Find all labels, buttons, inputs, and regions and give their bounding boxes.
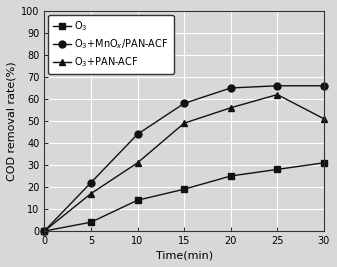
O$_3$+PAN-ACF [182,121,186,125]
O$_3$+PAN-ACF [89,192,93,195]
Y-axis label: COD removal rate(%): COD removal rate(%) [7,61,17,181]
Line: O$_3$+PAN-ACF: O$_3$+PAN-ACF [41,91,328,234]
O$_3$+MnO$_x$/PAN-ACF [89,181,93,184]
O$_3$+MnO$_x$/PAN-ACF [182,102,186,105]
O$_3$ [275,168,279,171]
O$_3$+MnO$_x$/PAN-ACF [229,86,233,89]
O$_3$+PAN-ACF [275,93,279,96]
O$_3$+PAN-ACF [229,106,233,109]
X-axis label: Time(min): Time(min) [156,250,213,260]
O$_3$ [135,199,140,202]
O$_3$ [229,174,233,178]
O$_3$ [89,221,93,224]
O$_3$ [322,161,326,164]
O$_3$ [42,229,47,233]
Line: O$_3$+MnO$_x$/PAN-ACF: O$_3$+MnO$_x$/PAN-ACF [41,82,328,234]
O$_3$+PAN-ACF [42,229,47,233]
O$_3$+MnO$_x$/PAN-ACF [135,133,140,136]
O$_3$+MnO$_x$/PAN-ACF [275,84,279,87]
O$_3$+PAN-ACF [322,117,326,120]
Legend: O$_3$, O$_3$+MnO$_x$/PAN-ACF, O$_3$+PAN-ACF: O$_3$, O$_3$+MnO$_x$/PAN-ACF, O$_3$+PAN-… [48,15,174,74]
O$_3$+PAN-ACF [135,161,140,164]
Line: O$_3$: O$_3$ [41,160,327,234]
O$_3$ [182,188,186,191]
O$_3$+MnO$_x$/PAN-ACF [322,84,326,87]
O$_3$+MnO$_x$/PAN-ACF [42,229,47,233]
